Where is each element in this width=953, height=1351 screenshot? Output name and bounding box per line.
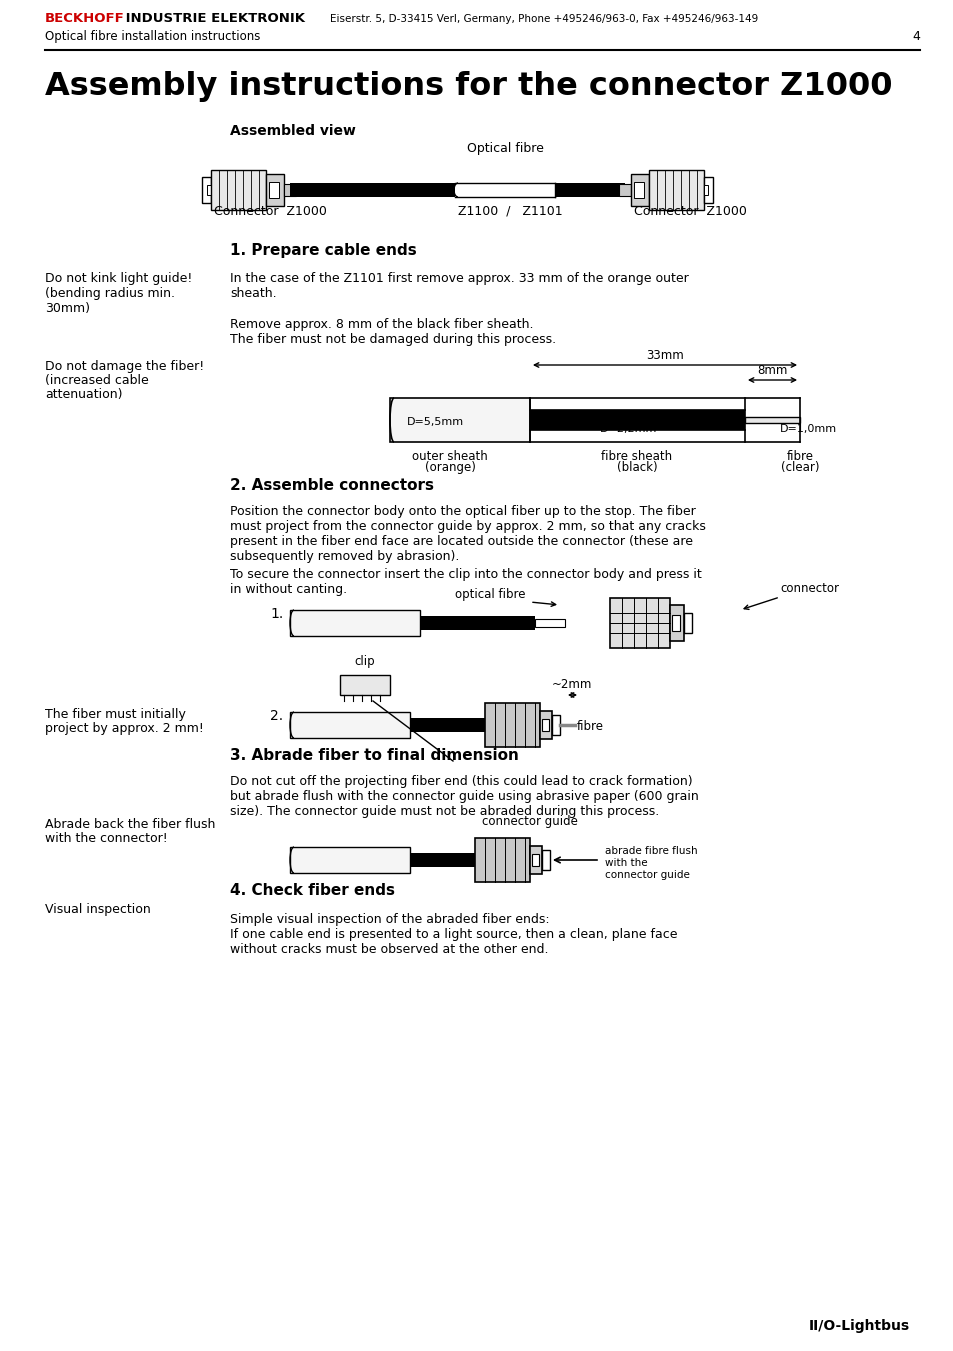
Text: Z1100  /   Z1101: Z1100 / Z1101 [457, 205, 561, 218]
Text: 2. Assemble connectors: 2. Assemble connectors [230, 478, 434, 493]
Bar [669, 605, 683, 640]
Text: Optical fibre installation instructions: Optical fibre installation instructions [45, 30, 260, 43]
Bar [744, 417, 800, 423]
Text: (increased cable: (increased cable [45, 374, 149, 386]
Text: Remove approx. 8 mm of the black fiber sheath.
The fiber must not be damaged dur: Remove approx. 8 mm of the black fiber s… [230, 317, 556, 346]
Text: optical fibre: optical fibre [455, 588, 525, 601]
Text: fibre: fibre [785, 450, 813, 463]
Text: abrade fibre flush: abrade fibre flush [604, 846, 697, 857]
Bar [541, 850, 550, 870]
Text: 1.: 1. [270, 607, 283, 621]
Bar [207, 185, 211, 195]
Text: outer sheath: outer sheath [412, 450, 487, 463]
Bar [532, 854, 538, 866]
Text: attenuation): attenuation) [45, 388, 122, 401]
Text: In the case of the Z1101 first remove approx. 33 mm of the orange outer
sheath.: In the case of the Z1101 first remove ap… [230, 272, 688, 300]
Text: D=5,5mm: D=5,5mm [406, 417, 463, 427]
Text: fibre sheath: fibre sheath [600, 450, 672, 463]
Text: fibre: fibre [577, 720, 603, 734]
Text: (black): (black) [616, 461, 657, 474]
Text: INDUSTRIE ELEKTRONIK: INDUSTRIE ELEKTRONIK [121, 12, 305, 26]
Text: 2.: 2. [270, 709, 283, 723]
Bar [634, 182, 643, 199]
Text: Connector  Z1000: Connector Z1000 [213, 205, 326, 218]
Bar [555, 182, 624, 197]
Bar [269, 182, 278, 199]
Bar [266, 174, 284, 205]
Bar [290, 611, 419, 636]
Bar [211, 170, 266, 209]
Text: 8mm: 8mm [756, 363, 786, 377]
Bar [530, 409, 744, 430]
Bar [552, 715, 559, 735]
Bar [419, 616, 535, 630]
Text: Position the connector body onto the optical fiber up to the stop. The fiber
mus: Position the connector body onto the opt… [230, 505, 705, 563]
Text: Connector  Z1000: Connector Z1000 [633, 205, 745, 218]
Text: 3. Abrade fiber to final dimension: 3. Abrade fiber to final dimension [230, 748, 518, 763]
Text: with the connector!: with the connector! [45, 832, 168, 844]
Text: ~2mm: ~2mm [551, 678, 592, 690]
Text: Assembly instructions for the connector Z1000: Assembly instructions for the connector … [45, 72, 892, 101]
Text: 33mm: 33mm [645, 349, 683, 362]
Text: Do not kink light guide!
(bending radius min.
30mm): Do not kink light guide! (bending radius… [45, 272, 193, 315]
Bar [339, 676, 390, 694]
Text: Assembled view: Assembled view [230, 124, 355, 138]
Text: BECKHOFF: BECKHOFF [45, 12, 125, 26]
Text: 4: 4 [911, 30, 919, 43]
Bar [410, 852, 475, 867]
Text: Visual inspection: Visual inspection [45, 902, 151, 916]
Text: (clear): (clear) [780, 461, 819, 474]
Text: Optical fibre: Optical fibre [466, 142, 543, 155]
Bar [530, 846, 541, 874]
Bar [648, 170, 703, 209]
Text: connector guide: connector guide [604, 870, 689, 880]
Text: Do not cut off the projecting fiber end (this could lead to crack formation)
but: Do not cut off the projecting fiber end … [230, 775, 698, 817]
Bar [484, 703, 539, 747]
Text: D=2,2mm: D=2,2mm [599, 424, 657, 434]
Bar [703, 177, 712, 203]
Text: II/O-Lightbus: II/O-Lightbus [808, 1319, 909, 1333]
Text: To secure the connector insert the clip into the connector body and press it
in : To secure the connector insert the clip … [230, 567, 701, 596]
Bar [609, 598, 669, 648]
Bar [541, 719, 548, 731]
Text: Abrade back the fiber flush: Abrade back the fiber flush [45, 817, 215, 831]
Text: Eiserstr. 5, D-33415 Verl, Germany, Phone +495246/963-0, Fax +495246/963-149: Eiserstr. 5, D-33415 Verl, Germany, Phon… [330, 14, 758, 24]
Bar [539, 711, 552, 739]
Bar [535, 619, 564, 627]
Bar [390, 399, 530, 442]
Text: 4. Check fiber ends: 4. Check fiber ends [230, 884, 395, 898]
Bar [410, 717, 484, 732]
Bar [202, 177, 211, 203]
Bar [290, 847, 410, 873]
Text: with the: with the [604, 858, 647, 867]
Bar [290, 182, 455, 197]
Text: (orange): (orange) [424, 461, 475, 474]
Text: 1. Prepare cable ends: 1. Prepare cable ends [230, 243, 416, 258]
Bar [475, 838, 530, 882]
Text: project by approx. 2 mm!: project by approx. 2 mm! [45, 721, 204, 735]
Bar [290, 712, 410, 738]
Bar [703, 185, 707, 195]
Text: connector: connector [780, 582, 838, 594]
Bar [618, 184, 630, 196]
Bar [671, 615, 679, 631]
Bar [284, 184, 295, 196]
Text: Simple visual inspection of the abraded fiber ends:
If one cable end is presente: Simple visual inspection of the abraded … [230, 913, 677, 957]
Bar [683, 613, 691, 634]
Text: Do not damage the fiber!: Do not damage the fiber! [45, 359, 204, 373]
Text: connector guide: connector guide [481, 815, 578, 828]
Text: D=1,0mm: D=1,0mm [780, 424, 836, 434]
Text: The fiber must initially: The fiber must initially [45, 708, 186, 721]
Text: clip: clip [355, 655, 375, 667]
Bar [630, 174, 648, 205]
